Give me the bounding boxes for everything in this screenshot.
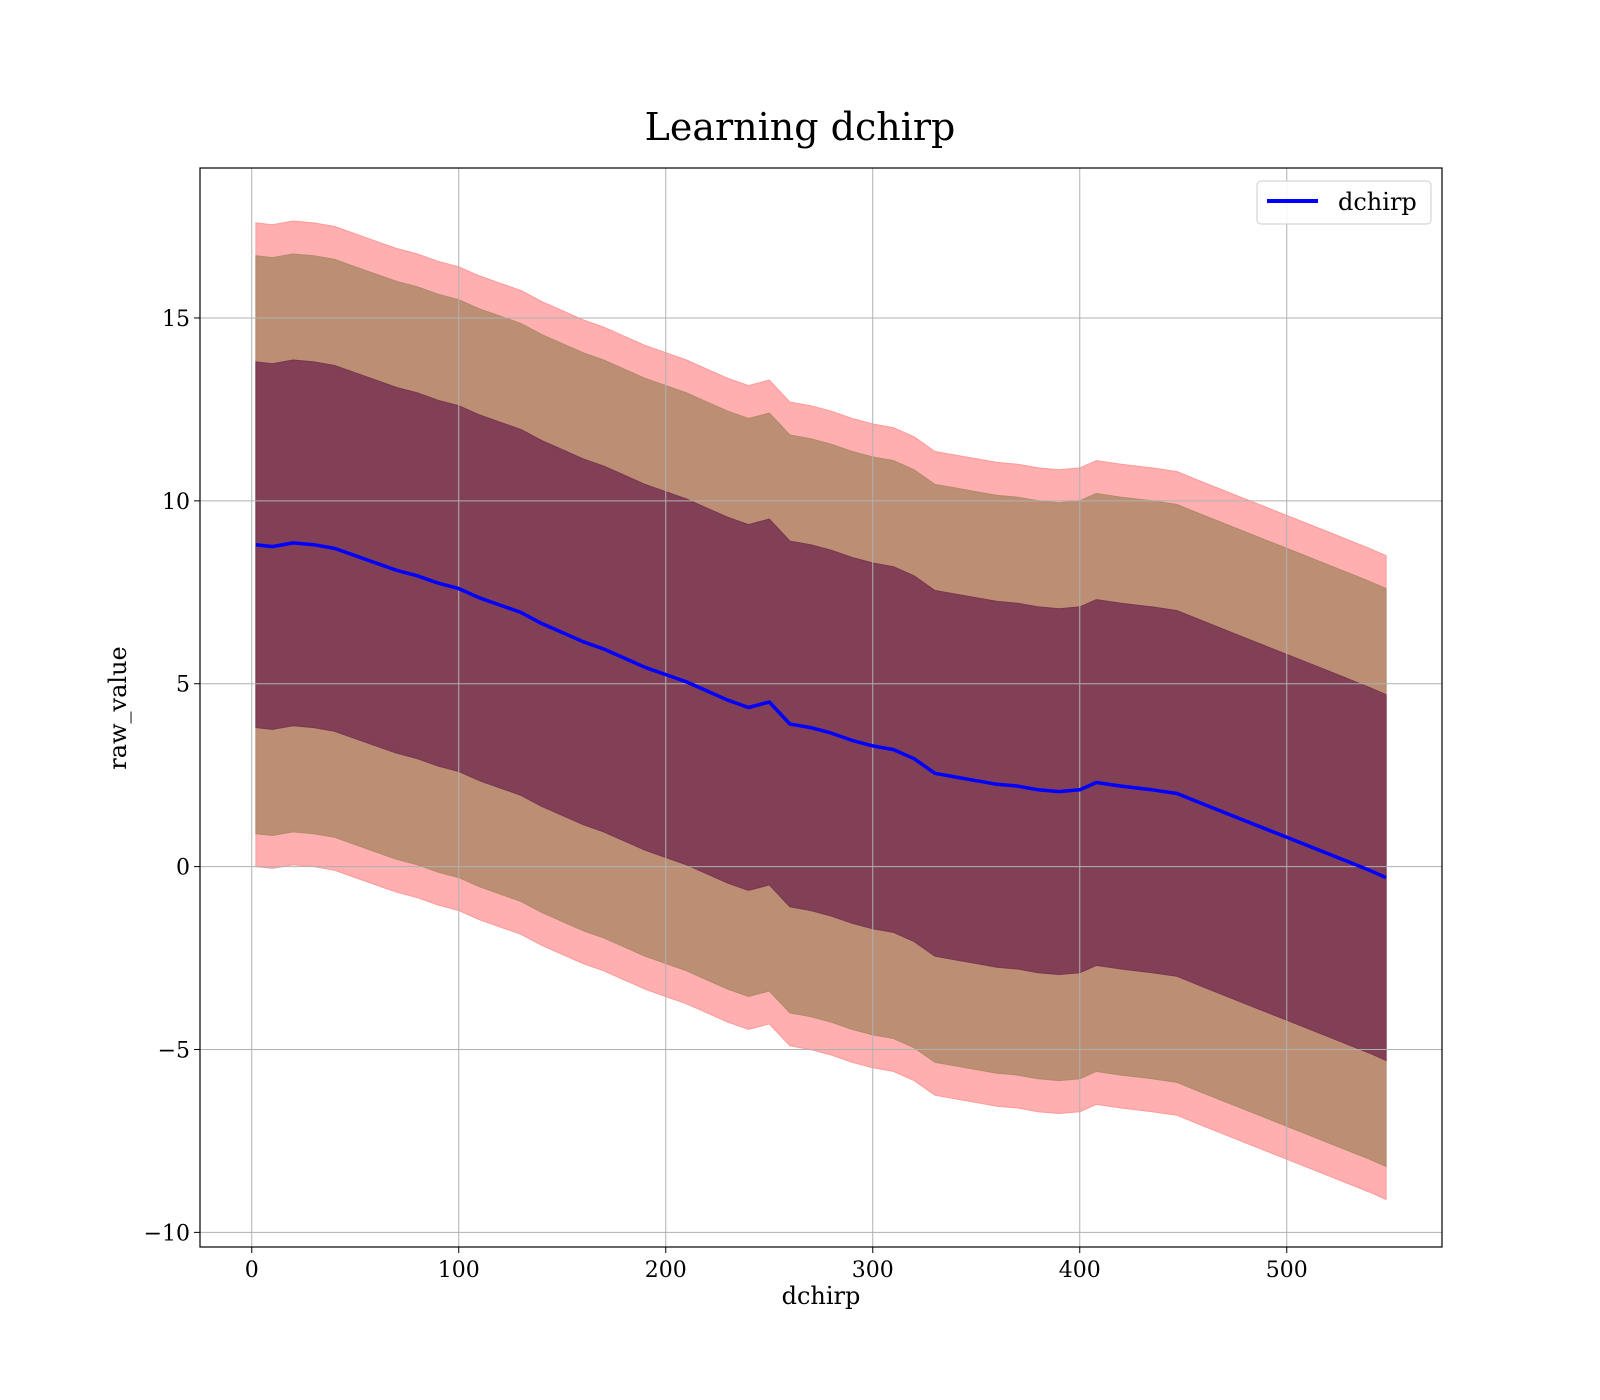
chart-title: Learning dchirp <box>645 105 956 149</box>
band-1sigma <box>255 359 1387 1062</box>
y-axis-label: raw_value <box>104 646 132 770</box>
x-tick-label: 0 <box>245 1258 259 1283</box>
grid-lines <box>200 168 1442 1247</box>
plot-frame <box>199 167 1443 1248</box>
y-tick-label: 15 <box>162 307 190 332</box>
y-tick-label: 0 <box>176 856 190 881</box>
x-axis-label: dchirp <box>782 1282 861 1310</box>
x-tick-label: 300 <box>852 1258 894 1283</box>
y-tick-label: 5 <box>176 673 190 698</box>
y-tick-label: 10 <box>162 490 190 515</box>
x-tick-label: 100 <box>438 1258 480 1283</box>
legend: dchirp <box>1256 180 1432 225</box>
y-tick-label: −5 <box>158 1038 190 1063</box>
x-axis-ticks: 0 100 200 300 400 500 <box>245 1247 1308 1283</box>
series-layer <box>255 541 1387 880</box>
confidence-bands <box>255 220 1387 1201</box>
x-tick-label: 200 <box>645 1258 687 1283</box>
x-tick-label: 500 <box>1266 1258 1308 1283</box>
y-axis-ticks: −10 −5 0 5 10 15 <box>144 307 200 1246</box>
legend-label: dchirp <box>1338 188 1417 216</box>
x-tick-label: 400 <box>1059 1258 1101 1283</box>
legend-box <box>1256 180 1432 225</box>
y-tick-label: −10 <box>144 1221 190 1246</box>
series-line-dchirp <box>255 541 1387 880</box>
